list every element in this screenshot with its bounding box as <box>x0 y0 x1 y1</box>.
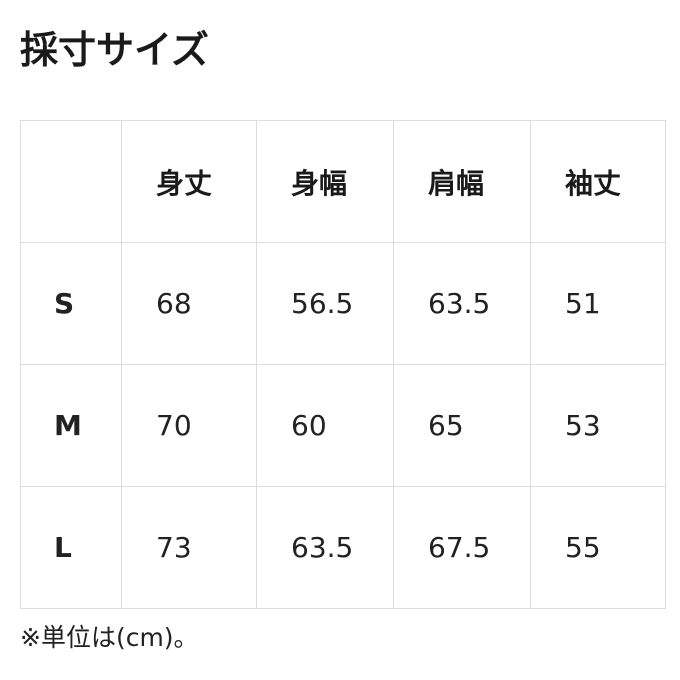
header-cell-width: 身幅 <box>256 120 394 243</box>
table-cell: 63.5 <box>393 242 531 365</box>
table-cell: 55 <box>530 486 666 609</box>
table-cell: 65 <box>393 364 531 487</box>
table-cell: 51 <box>530 242 666 365</box>
table-header-row: 身丈 身幅 肩幅 袖丈 <box>20 120 666 243</box>
table-row: M 70 60 65 53 <box>20 364 666 487</box>
header-cell-length: 身丈 <box>121 120 257 243</box>
size-label: M <box>20 364 122 487</box>
table-cell: 68 <box>121 242 257 365</box>
size-label: S <box>20 242 122 365</box>
header-cell-shoulder: 肩幅 <box>393 120 531 243</box>
table-cell: 53 <box>530 364 666 487</box>
page-title: 採寸サイズ <box>20 28 209 72</box>
table-cell: 67.5 <box>393 486 531 609</box>
size-label: L <box>20 486 122 609</box>
table-cell: 60 <box>256 364 394 487</box>
unit-note: ※単位は(cm)。 <box>20 623 199 652</box>
header-cell-sleeve: 袖丈 <box>530 120 666 243</box>
header-cell-empty <box>20 120 122 243</box>
table-row: S 68 56.5 63.5 51 <box>20 242 666 365</box>
table-cell: 56.5 <box>256 242 394 365</box>
table-cell: 70 <box>121 364 257 487</box>
table-row: L 73 63.5 67.5 55 <box>20 486 666 609</box>
size-table: 身丈 身幅 肩幅 袖丈 S 68 56.5 63.5 51 M 70 60 65… <box>20 120 666 609</box>
table-cell: 63.5 <box>256 486 394 609</box>
table-cell: 73 <box>121 486 257 609</box>
